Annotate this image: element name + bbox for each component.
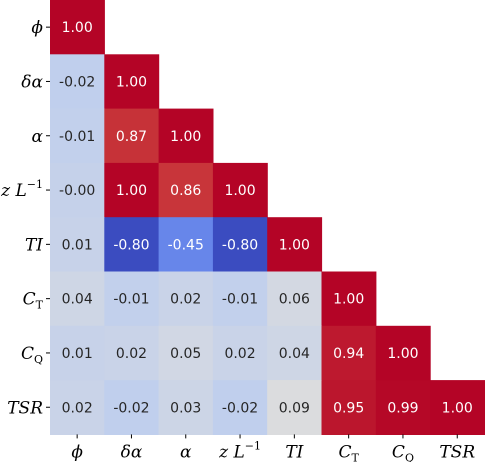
heatmap-cell: 0.99 bbox=[375, 380, 431, 435]
cell-value-label: 0.03 bbox=[170, 400, 201, 416]
heatmap-cell: 1.00 bbox=[50, 0, 105, 55]
heatmap-cell: 0.04 bbox=[50, 271, 105, 327]
cell-value-label: 0.94 bbox=[333, 346, 364, 362]
cell-value-label: 0.02 bbox=[170, 292, 201, 308]
x-tick-label-ti: TI bbox=[285, 442, 303, 462]
cell-value-label: 0.02 bbox=[224, 346, 255, 362]
cell-value-label: -0.02 bbox=[59, 74, 95, 90]
heatmap-cell: 0.87 bbox=[104, 108, 160, 164]
heatmap-cell: -0.45 bbox=[158, 217, 214, 273]
cell-value-label: -0.80 bbox=[222, 237, 258, 253]
cell-value-label: 1.00 bbox=[116, 74, 147, 90]
heatmap-cell: -0.80 bbox=[212, 217, 268, 273]
heatmap-cell: -0.80 bbox=[104, 217, 160, 273]
heatmap-cell: 1.00 bbox=[430, 380, 485, 435]
cell-value-label: -0.02 bbox=[222, 400, 258, 416]
heatmap-cell: 0.03 bbox=[158, 380, 214, 435]
cell-value-label: 0.02 bbox=[116, 346, 147, 362]
heatmap-cell: 0.86 bbox=[158, 162, 214, 218]
heatmap-cell: 0.01 bbox=[50, 217, 105, 273]
x-tick-label-z-over-l: z L−1 bbox=[218, 439, 261, 462]
heatmap-cell: 0.01 bbox=[50, 325, 105, 381]
heatmap-cell: 0.02 bbox=[158, 271, 214, 327]
heatmap-cell: -0.00 bbox=[50, 162, 105, 218]
cell-value-label: 1.00 bbox=[62, 20, 93, 36]
cell-value-label: 0.06 bbox=[279, 292, 310, 308]
x-tick-label-tsr: TSR bbox=[439, 442, 475, 462]
x-tick-label-alpha: α bbox=[180, 442, 192, 462]
cell-value-label: -0.01 bbox=[222, 292, 258, 308]
heatmap-cell: 0.09 bbox=[267, 380, 323, 435]
heatmap-cell: 1.00 bbox=[375, 325, 431, 381]
cell-value-label: 0.04 bbox=[62, 292, 93, 308]
heatmap-cell: 0.02 bbox=[212, 325, 268, 381]
heatmap-cell: 1.00 bbox=[321, 271, 377, 327]
x-tick-label-phi: ϕ bbox=[71, 442, 83, 462]
y-tick-label-cq: CQ bbox=[21, 344, 43, 366]
cell-value-label: 0.95 bbox=[333, 400, 364, 416]
cell-value-label: 1.00 bbox=[333, 292, 364, 308]
cell-value-label: -0.01 bbox=[113, 292, 149, 308]
y-tick-label-phi: ϕ bbox=[31, 18, 43, 38]
cell-value-label: 1.00 bbox=[279, 237, 310, 253]
cell-value-label: 1.00 bbox=[116, 183, 147, 199]
heatmap-cell: -0.01 bbox=[104, 271, 160, 327]
cell-value-label: -0.45 bbox=[168, 237, 204, 253]
heatmap-cell: -0.01 bbox=[50, 108, 105, 164]
cell-value-label: 0.01 bbox=[62, 237, 93, 253]
cell-value-label: -0.80 bbox=[113, 237, 149, 253]
cell-value-label: 0.05 bbox=[170, 346, 201, 362]
cell-value-label: 1.00 bbox=[387, 346, 418, 362]
heatmap-cell: 1.00 bbox=[212, 162, 268, 218]
heatmap-cell: 0.02 bbox=[50, 380, 105, 435]
x-tick-label-delta-alpha: δα bbox=[121, 442, 143, 462]
heatmap-cell: 1.00 bbox=[158, 108, 214, 164]
heatmap-cell: -0.02 bbox=[212, 380, 268, 435]
cell-value-label: 0.04 bbox=[279, 346, 310, 362]
cell-value-label: 0.86 bbox=[170, 183, 201, 199]
y-tick-label-z-over-l: z L−1 bbox=[0, 178, 43, 201]
y-tick-label-ti: TI bbox=[25, 235, 43, 255]
heatmap-cell: 0.94 bbox=[321, 325, 377, 381]
cell-value-label: 1.00 bbox=[224, 183, 255, 199]
cell-value-label: -0.01 bbox=[59, 129, 95, 145]
heatmap-cell: 0.05 bbox=[158, 325, 214, 381]
cell-value-label: 1.00 bbox=[442, 400, 473, 416]
x-tick-label-cq: CQ bbox=[392, 442, 414, 462]
y-tick-label-delta-alpha: δα bbox=[21, 72, 43, 92]
heatmap-cell: -0.02 bbox=[104, 380, 160, 435]
cell-value-label: 0.02 bbox=[62, 400, 93, 416]
heatmap-cell: 0.02 bbox=[104, 325, 160, 381]
heatmap-cell: 0.06 bbox=[267, 271, 323, 327]
cell-value-label: 0.09 bbox=[279, 400, 310, 416]
heatmap-cell: -0.02 bbox=[50, 54, 105, 110]
cell-value-label: -0.02 bbox=[113, 400, 149, 416]
y-tick-label-ct: CT bbox=[23, 290, 44, 312]
y-tick-label-tsr: TSR bbox=[7, 398, 43, 418]
cell-value-label: 1.00 bbox=[170, 129, 201, 145]
heatmap-cell: 1.00 bbox=[104, 54, 160, 110]
heatmap-cell: 0.95 bbox=[321, 380, 377, 435]
cell-value-label: 0.99 bbox=[387, 400, 418, 416]
cell-value-label: 0.01 bbox=[62, 346, 93, 362]
heatmap-cell: 0.04 bbox=[267, 325, 323, 381]
heatmap-cell: 1.00 bbox=[104, 162, 160, 218]
cell-value-label: -0.00 bbox=[59, 183, 95, 199]
heatmap-cell: -0.01 bbox=[212, 271, 268, 327]
x-tick-label-ct: CT bbox=[338, 442, 359, 462]
cell-value-label: 0.87 bbox=[116, 129, 147, 145]
heatmap-cell: 1.00 bbox=[267, 217, 323, 273]
y-tick-label-alpha: α bbox=[32, 127, 44, 147]
